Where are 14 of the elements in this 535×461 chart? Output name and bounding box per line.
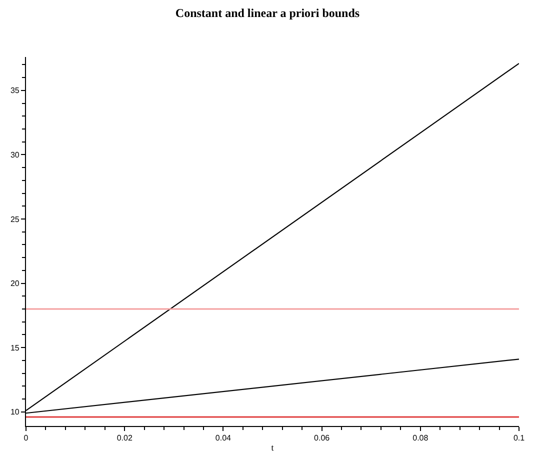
y-tick-label: 10 (10, 408, 20, 417)
x-tick-label: 0.04 (215, 434, 232, 443)
y-tick-label: 35 (10, 86, 20, 96)
x-tick-label: 0.08 (412, 434, 429, 443)
x-tick-label: 0.06 (314, 434, 330, 443)
y-tick-label: 15 (10, 343, 20, 352)
x-tick-label: 0 (24, 434, 29, 443)
x-axis-title: t (271, 442, 274, 452)
y-tick-label: 20 (10, 279, 20, 288)
x-tick-label: 0.1 (513, 434, 526, 443)
chart-title: Constant and linear a priori bounds (175, 6, 360, 20)
y-tick-label: 30 (10, 150, 20, 160)
y-tick-label: 25 (10, 214, 20, 224)
x-tick-label: 0.02 (116, 434, 133, 443)
